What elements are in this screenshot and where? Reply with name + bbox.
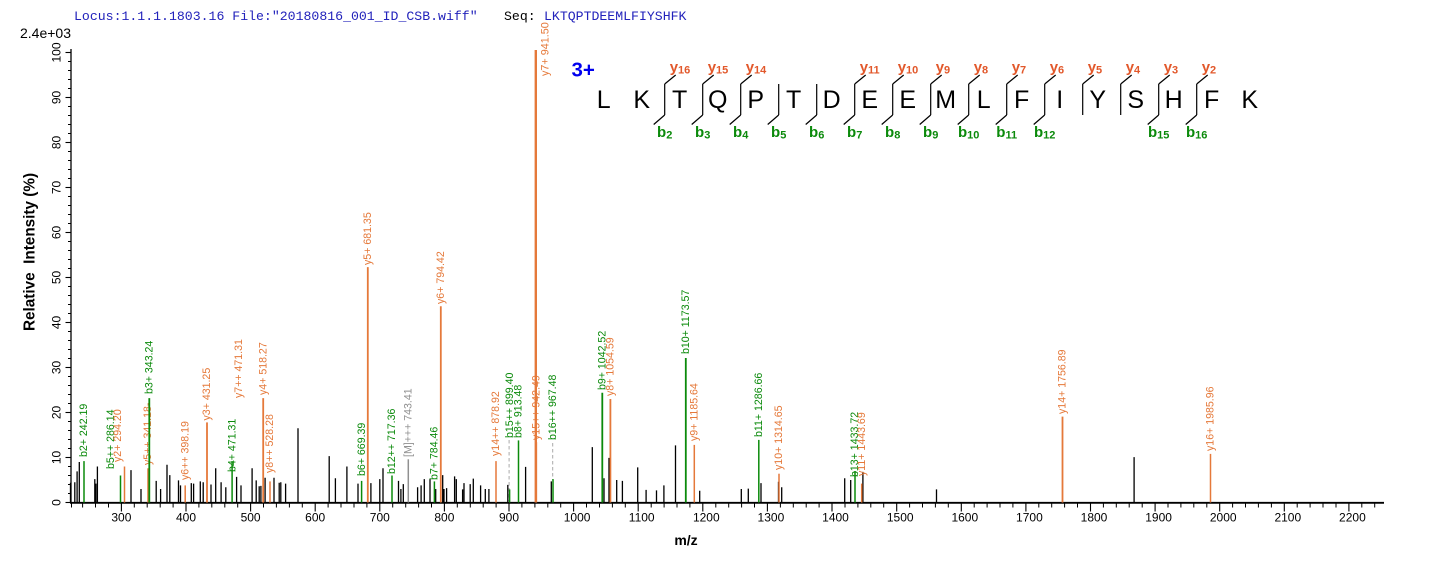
svg-text:900: 900 bbox=[499, 511, 519, 525]
svg-text:D: D bbox=[823, 86, 841, 114]
svg-text:S: S bbox=[1127, 86, 1144, 114]
svg-text:1400: 1400 bbox=[822, 511, 849, 525]
svg-text:600: 600 bbox=[305, 511, 325, 525]
svg-text:Q: Q bbox=[708, 86, 727, 114]
svg-text:b5++ 286.14: b5++ 286.14 bbox=[105, 409, 117, 469]
svg-text:80: 80 bbox=[50, 136, 64, 150]
svg-text:b9+ 1042.52: b9+ 1042.52 bbox=[597, 331, 609, 390]
svg-text:1600: 1600 bbox=[951, 511, 978, 525]
svg-text:y9+ 1185.64: y9+ 1185.64 bbox=[689, 383, 701, 441]
svg-text:y2+ 294.20: y2+ 294.20 bbox=[112, 409, 124, 462]
svg-text:y5++ 341.18-: y5++ 341.18- bbox=[142, 402, 154, 465]
svg-text:b3+ 343.24: b3+ 343.24 bbox=[144, 341, 156, 394]
svg-text:y14++ 878.92: y14++ 878.92 bbox=[490, 391, 502, 456]
svg-text:60: 60 bbox=[50, 226, 64, 240]
svg-text:T: T bbox=[672, 86, 687, 114]
svg-text:L: L bbox=[597, 86, 611, 114]
svg-text:b16++ 967.48: b16++ 967.48 bbox=[547, 374, 559, 440]
svg-text:10: 10 bbox=[50, 451, 64, 465]
svg-text:1100: 1100 bbox=[629, 511, 655, 525]
svg-text:[M]+++ 743.41: [M]+++ 743.41 bbox=[403, 388, 415, 457]
svg-text:1000: 1000 bbox=[564, 511, 591, 525]
svg-text:0: 0 bbox=[50, 499, 64, 506]
svg-text:y3+ 431.25: y3+ 431.25 bbox=[201, 368, 213, 421]
svg-text:y10+ 1314.65: y10+ 1314.65 bbox=[773, 405, 785, 470]
svg-text:y8+ 1054.59: y8+ 1054.59 bbox=[605, 337, 617, 396]
svg-text:y4+ 518.27: y4+ 518.27 bbox=[257, 342, 269, 395]
svg-text:M: M bbox=[935, 86, 956, 114]
svg-text:b6+ 669.39: b6+ 669.39 bbox=[356, 423, 368, 476]
svg-text:F: F bbox=[1014, 86, 1029, 114]
svg-text:1700: 1700 bbox=[1016, 511, 1043, 525]
svg-text:y7++ 471.31: y7++ 471.31 bbox=[233, 339, 245, 398]
svg-text:L: L bbox=[977, 86, 991, 114]
svg-text:700: 700 bbox=[370, 511, 390, 525]
svg-text:b11+ 1286.66: b11+ 1286.66 bbox=[753, 373, 765, 437]
svg-text:b13+ 1433.72: b13+ 1433.72 bbox=[849, 412, 861, 477]
svg-text:20: 20 bbox=[50, 406, 64, 420]
svg-text:y15++ 942.49: y15++ 942.49 bbox=[531, 375, 543, 440]
svg-text:Relative Intensity (%): Relative Intensity (%) bbox=[22, 173, 39, 331]
svg-text:LKTQPTDEEMLFIYSHFK: LKTQPTDEEMLFIYSHFK bbox=[544, 9, 687, 24]
svg-text:b7+ 784.46: b7+ 784.46 bbox=[429, 427, 441, 480]
svg-text:b4+ 471.31: b4+ 471.31 bbox=[226, 419, 238, 472]
svg-text:1500: 1500 bbox=[887, 511, 914, 525]
svg-text:Seq:: Seq: bbox=[504, 9, 536, 24]
svg-text:300: 300 bbox=[111, 511, 131, 525]
svg-text:I: I bbox=[1056, 86, 1063, 114]
svg-text:y8++ 528.28: y8++ 528.28 bbox=[264, 414, 276, 473]
svg-text:y14+ 1756.89: y14+ 1756.89 bbox=[1057, 349, 1069, 414]
svg-text:2.4e+03: 2.4e+03 bbox=[20, 25, 71, 41]
svg-text:500: 500 bbox=[241, 511, 261, 525]
svg-text:3+: 3+ bbox=[572, 59, 595, 82]
svg-text:E: E bbox=[899, 86, 916, 114]
svg-text:1300: 1300 bbox=[758, 511, 785, 525]
svg-text:2000: 2000 bbox=[1210, 511, 1237, 525]
svg-text:b8+ 913.48: b8+ 913.48 bbox=[513, 385, 525, 438]
svg-text:2100: 2100 bbox=[1274, 511, 1301, 525]
svg-text:K: K bbox=[633, 86, 650, 114]
svg-text:70: 70 bbox=[50, 181, 64, 195]
svg-text:30: 30 bbox=[50, 361, 64, 375]
svg-text:m/z: m/z bbox=[674, 532, 697, 548]
svg-text:T: T bbox=[786, 86, 801, 114]
svg-text:b10+ 1173.57: b10+ 1173.57 bbox=[680, 290, 692, 354]
svg-text:E: E bbox=[861, 86, 878, 114]
svg-text:y16+ 1985.96: y16+ 1985.96 bbox=[1205, 386, 1217, 451]
svg-text:y7+ 941.50: y7+ 941.50 bbox=[540, 22, 552, 76]
svg-text:b12++ 717.36: b12++ 717.36 bbox=[386, 408, 398, 474]
svg-text:F: F bbox=[1204, 86, 1219, 114]
svg-text:b15++ 899.40: b15++ 899.40 bbox=[504, 372, 516, 438]
svg-text:1900: 1900 bbox=[1145, 511, 1172, 525]
svg-text:H: H bbox=[1165, 86, 1183, 114]
svg-text:400: 400 bbox=[176, 511, 196, 525]
svg-text:y6++ 398.19: y6++ 398.19 bbox=[179, 421, 191, 480]
svg-text:90: 90 bbox=[50, 91, 64, 105]
svg-text:2200: 2200 bbox=[1339, 511, 1366, 525]
svg-text:Locus:1.1.1.1803.16 File:"2018: Locus:1.1.1.1803.16 File:"20180816_001_I… bbox=[74, 9, 478, 24]
svg-text:P: P bbox=[747, 86, 764, 114]
svg-text:800: 800 bbox=[434, 511, 454, 525]
svg-text:40: 40 bbox=[50, 316, 64, 330]
svg-text:50: 50 bbox=[50, 271, 64, 285]
svg-text:y11+ 1443.69: y11+ 1443.69 bbox=[856, 412, 868, 476]
svg-text:K: K bbox=[1241, 86, 1258, 114]
svg-text:y6+ 794.42: y6+ 794.42 bbox=[435, 251, 447, 304]
svg-text:100: 100 bbox=[50, 42, 64, 62]
svg-text:b2+ 242.19: b2+ 242.19 bbox=[78, 404, 90, 457]
svg-text:1800: 1800 bbox=[1081, 511, 1108, 525]
svg-text:Y: Y bbox=[1089, 86, 1106, 114]
svg-text:y5+ 681.35: y5+ 681.35 bbox=[362, 212, 374, 265]
svg-text:1200: 1200 bbox=[693, 511, 720, 525]
